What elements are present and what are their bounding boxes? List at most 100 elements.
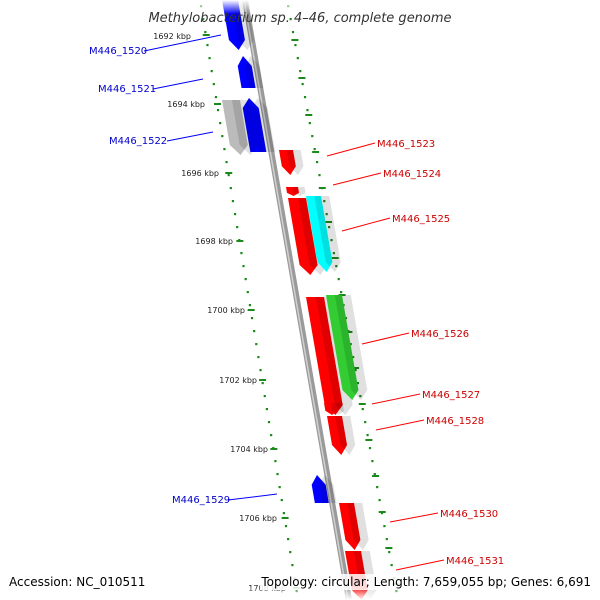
guide-dot xyxy=(327,226,331,229)
guide-dot xyxy=(223,148,226,151)
gene-label-m446-1520[interactable]: M446_1520 xyxy=(89,46,147,57)
guide-dot xyxy=(287,538,290,541)
gene-label-m446-1527[interactable]: M446_1527 xyxy=(422,390,480,401)
guide-dot xyxy=(349,343,352,346)
guide-dot xyxy=(325,213,328,216)
map-title: Methylobacterium sp. 4–46, complete geno… xyxy=(148,11,451,26)
guide-dot xyxy=(212,83,215,86)
guide-dot xyxy=(206,44,209,47)
guide-dot xyxy=(221,135,224,138)
guide-dot xyxy=(216,109,220,112)
gene-m446-1524-body xyxy=(286,187,300,196)
guide-dot xyxy=(257,356,260,359)
guide-dot xyxy=(385,538,388,541)
label-leaders xyxy=(143,34,445,571)
gene-m446-1524b-body xyxy=(288,198,318,275)
kbp-label-1700: 1700 kbp xyxy=(207,306,245,315)
guide-dot xyxy=(246,291,249,294)
guide-dot xyxy=(354,369,357,372)
guide-dot xyxy=(208,57,211,60)
gene-m446-1525-body xyxy=(306,196,333,272)
guide-dot xyxy=(318,174,321,177)
gene-m446-1524-shade xyxy=(292,187,306,196)
guide-dot xyxy=(282,512,285,515)
summary-backdrop xyxy=(260,574,594,590)
gene-label-m446-1521[interactable]: M446_1521 xyxy=(98,84,156,95)
guide-dot xyxy=(250,317,254,320)
guide-dot xyxy=(366,434,369,437)
guide-dot xyxy=(359,395,362,398)
gene-label-m446-1525[interactable]: M446_1525 xyxy=(392,214,450,225)
guide-dot xyxy=(294,44,297,47)
guide-dot xyxy=(255,343,258,346)
guide-dot xyxy=(378,499,381,502)
gene-label-m446-1530[interactable]: M446_1530 xyxy=(440,509,498,520)
guide-dot xyxy=(263,395,266,398)
guide-dot xyxy=(289,551,292,554)
gene-m446-1529 xyxy=(311,475,337,503)
leader-line xyxy=(227,493,278,501)
guide-dot xyxy=(229,187,232,190)
guide-dot xyxy=(356,382,360,385)
gene-labels[interactable]: M446_1520 M446_1521 M446_1522 M446_1529 … xyxy=(89,46,504,567)
guide-dot xyxy=(311,135,314,138)
leader-line xyxy=(375,419,425,431)
guide-dot xyxy=(289,18,292,21)
guide-dot xyxy=(301,83,304,86)
gene-m446-1527 xyxy=(324,403,344,415)
guide-dot xyxy=(253,330,256,333)
guide-dot xyxy=(280,499,283,502)
gene-m446-1521-body xyxy=(237,56,256,88)
gene-label-m446-1529[interactable]: M446_1529 xyxy=(172,495,230,506)
gene-m446-1522-body xyxy=(222,100,248,155)
guide-dot xyxy=(248,304,252,307)
guide-dot xyxy=(303,96,307,99)
genome-summary: Topology: circular; Length: 7,659,055 bp… xyxy=(260,575,591,589)
gene-m446-1528-body xyxy=(327,416,348,455)
gene-label-m446-1523[interactable]: M446_1523 xyxy=(377,139,435,150)
gene-m446-1523 xyxy=(279,150,304,175)
guide-dot xyxy=(219,122,222,125)
guide-dot xyxy=(313,148,316,151)
guide-dot xyxy=(242,265,245,268)
gene-label-m446-1526[interactable]: M446_1526 xyxy=(411,329,469,340)
leader-line xyxy=(166,131,214,142)
guide-dot xyxy=(340,291,343,294)
gene-m446-1526-body xyxy=(326,295,359,400)
gene-m446-1526 xyxy=(326,295,368,400)
guide-dot xyxy=(390,564,393,567)
guide-dot xyxy=(278,486,281,489)
accession-label: Accession: NC_010511 xyxy=(9,575,145,589)
kbp-label-1698: 1698 kbp xyxy=(195,237,233,246)
guide-dot xyxy=(204,31,207,34)
gene-m446-1528 xyxy=(327,416,356,455)
guide-dot xyxy=(308,122,311,125)
guide-dot xyxy=(233,213,237,216)
guide-dot xyxy=(368,447,372,450)
gene-m446-1528-shade xyxy=(335,416,356,455)
guide-dot xyxy=(330,239,333,242)
guide-dot xyxy=(337,278,340,281)
kbp-label-1696: 1696 kbp xyxy=(181,169,219,178)
gene-m446-1522 xyxy=(222,100,258,155)
guide-dot xyxy=(291,31,295,34)
guide-dot xyxy=(210,70,213,73)
guide-dot xyxy=(284,525,288,528)
leader-line xyxy=(389,512,439,523)
gene-m446-1521b-body xyxy=(242,98,267,152)
gene-label-m446-1522[interactable]: M446_1522 xyxy=(109,136,167,147)
gene-m446-1527-body xyxy=(324,403,338,415)
gene-label-m446-1531[interactable]: M446_1531 xyxy=(446,556,504,567)
guide-dot xyxy=(202,18,205,21)
guide-dot xyxy=(306,109,309,112)
leader-line xyxy=(143,34,222,52)
gene-label-m446-1524[interactable]: M446_1524 xyxy=(383,169,441,180)
gene-label-m446-1528[interactable]: M446_1528 xyxy=(426,416,484,427)
guide-dot xyxy=(323,200,326,203)
genome-backbone-highlight xyxy=(243,0,349,600)
gene-m446-1525-shade xyxy=(314,196,341,272)
guide-dot xyxy=(267,421,271,424)
guide-dot xyxy=(376,486,379,489)
guide-dot xyxy=(225,161,228,164)
